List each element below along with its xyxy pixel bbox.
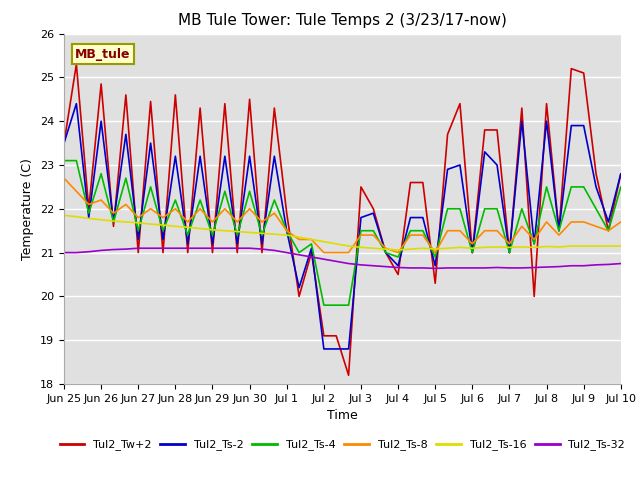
Legend: Tul2_Tw+2, Tul2_Ts-2, Tul2_Ts-4, Tul2_Ts-8, Tul2_Ts-16, Tul2_Ts-32: Tul2_Tw+2, Tul2_Ts-2, Tul2_Ts-4, Tul2_Ts… [55,435,630,455]
X-axis label: Time: Time [327,409,358,422]
Y-axis label: Temperature (C): Temperature (C) [22,158,35,260]
Text: MB_tule: MB_tule [75,48,131,60]
Title: MB Tule Tower: Tule Temps 2 (3/23/17-now): MB Tule Tower: Tule Temps 2 (3/23/17-now… [178,13,507,28]
